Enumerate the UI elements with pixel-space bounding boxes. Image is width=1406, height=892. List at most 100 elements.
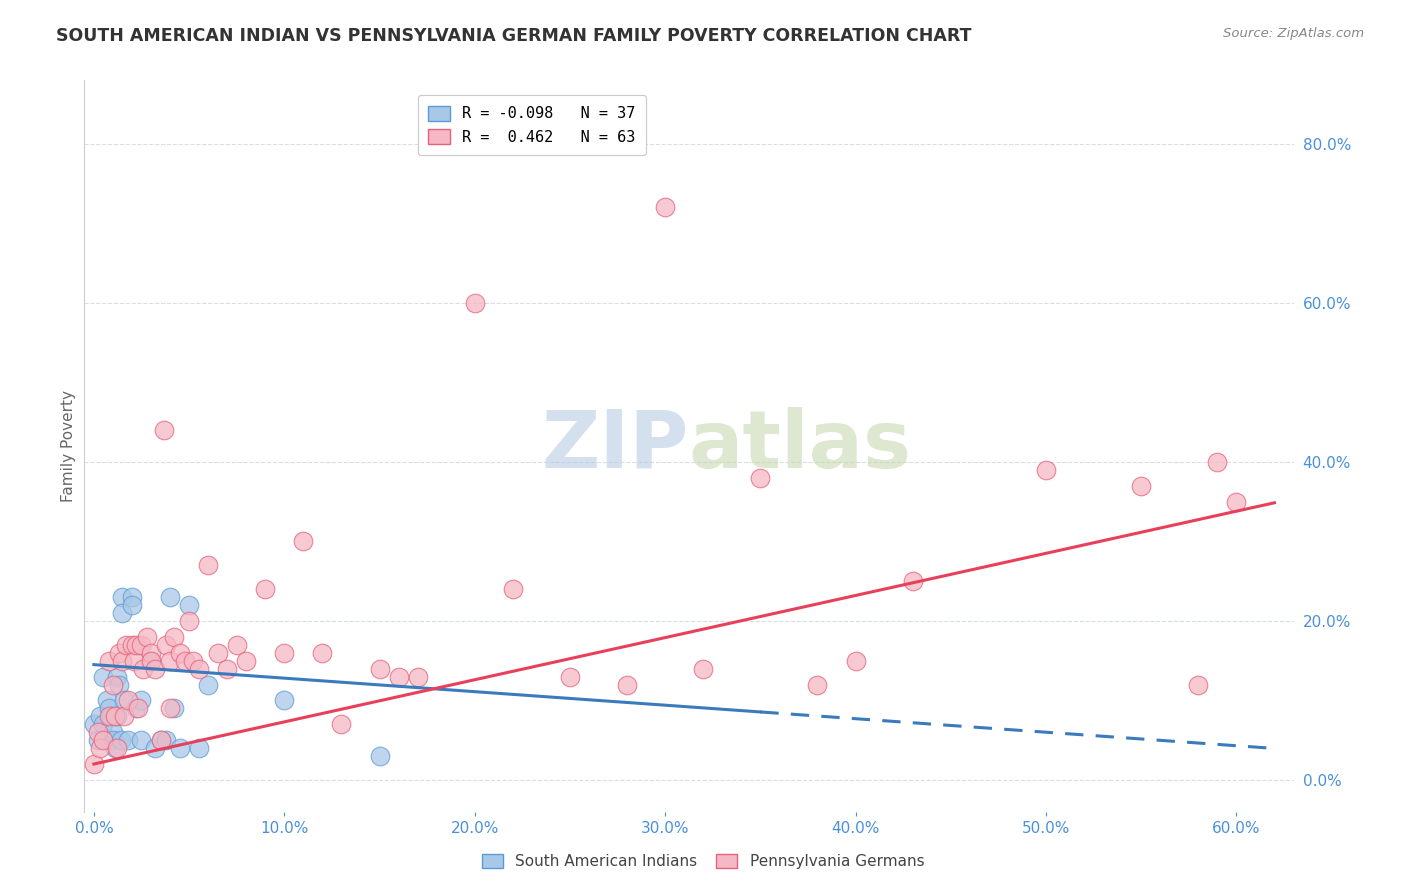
Point xyxy=(845,654,868,668)
Point xyxy=(105,709,128,723)
Point xyxy=(98,733,121,747)
Text: atlas: atlas xyxy=(689,407,912,485)
Point xyxy=(131,733,153,747)
Point xyxy=(105,741,128,756)
Point xyxy=(292,534,315,549)
Point xyxy=(207,646,229,660)
Point xyxy=(112,693,135,707)
Point xyxy=(111,590,134,604)
Point xyxy=(83,757,105,772)
Point xyxy=(169,646,191,660)
Point xyxy=(125,701,148,715)
Point xyxy=(111,606,134,620)
Point xyxy=(132,662,155,676)
Point xyxy=(1206,455,1229,469)
Point xyxy=(122,654,145,668)
Point xyxy=(169,741,191,756)
Point xyxy=(125,638,148,652)
Point xyxy=(159,701,181,715)
Point xyxy=(163,701,186,715)
Point xyxy=(155,733,177,747)
Point xyxy=(89,709,111,723)
Point xyxy=(235,654,257,668)
Point xyxy=(464,296,486,310)
Point xyxy=(155,638,177,652)
Point xyxy=(117,733,139,747)
Point xyxy=(86,725,108,739)
Point xyxy=(1225,494,1247,508)
Point xyxy=(159,590,181,604)
Point xyxy=(121,598,143,612)
Point xyxy=(105,669,128,683)
Point xyxy=(110,733,132,747)
Point xyxy=(901,574,924,589)
Point xyxy=(98,654,121,668)
Point xyxy=(159,654,181,668)
Point xyxy=(149,733,172,747)
Point xyxy=(98,701,121,715)
Point xyxy=(93,733,115,747)
Point xyxy=(502,582,524,596)
Point xyxy=(1187,677,1209,691)
Point xyxy=(89,741,111,756)
Point xyxy=(749,471,772,485)
Point xyxy=(273,646,295,660)
Point xyxy=(139,654,162,668)
Point xyxy=(177,614,200,628)
Point xyxy=(149,733,172,747)
Legend: R = -0.098   N = 37, R =  0.462   N = 63: R = -0.098 N = 37, R = 0.462 N = 63 xyxy=(418,95,645,155)
Point xyxy=(254,582,277,596)
Y-axis label: Family Poverty: Family Poverty xyxy=(60,390,76,502)
Point xyxy=(127,701,149,715)
Point xyxy=(177,598,200,612)
Point xyxy=(616,677,638,691)
Point xyxy=(692,662,714,676)
Point xyxy=(217,662,239,676)
Point xyxy=(111,654,134,668)
Point xyxy=(153,423,176,437)
Point xyxy=(311,646,333,660)
Point xyxy=(131,693,153,707)
Point xyxy=(163,630,186,644)
Point xyxy=(112,709,135,723)
Point xyxy=(368,662,391,676)
Point xyxy=(143,741,166,756)
Point xyxy=(101,725,124,739)
Point xyxy=(131,638,153,652)
Point xyxy=(104,741,127,756)
Point xyxy=(387,669,409,683)
Text: SOUTH AMERICAN INDIAN VS PENNSYLVANIA GERMAN FAMILY POVERTY CORRELATION CHART: SOUTH AMERICAN INDIAN VS PENNSYLVANIA GE… xyxy=(56,27,972,45)
Point xyxy=(1035,463,1057,477)
Point xyxy=(136,630,159,644)
Point xyxy=(93,669,115,683)
Point xyxy=(806,677,828,691)
Text: ZIP: ZIP xyxy=(541,407,689,485)
Point xyxy=(225,638,247,652)
Point xyxy=(96,693,118,707)
Point xyxy=(197,677,219,691)
Point xyxy=(98,709,121,723)
Point xyxy=(187,662,209,676)
Point xyxy=(107,646,129,660)
Point xyxy=(558,669,581,683)
Point xyxy=(104,709,127,723)
Legend: South American Indians, Pennsylvania Germans: South American Indians, Pennsylvania Ger… xyxy=(475,847,931,875)
Point xyxy=(101,677,124,691)
Point xyxy=(107,677,129,691)
Point xyxy=(117,693,139,707)
Point xyxy=(654,201,676,215)
Point xyxy=(86,733,108,747)
Point xyxy=(330,717,353,731)
Point xyxy=(139,646,162,660)
Text: Source: ZipAtlas.com: Source: ZipAtlas.com xyxy=(1223,27,1364,40)
Point xyxy=(406,669,429,683)
Point xyxy=(181,654,204,668)
Point xyxy=(187,741,209,756)
Point xyxy=(174,654,197,668)
Point xyxy=(100,709,122,723)
Point xyxy=(93,717,115,731)
Point xyxy=(121,638,143,652)
Point xyxy=(197,558,219,573)
Point xyxy=(1130,479,1153,493)
Point xyxy=(83,717,105,731)
